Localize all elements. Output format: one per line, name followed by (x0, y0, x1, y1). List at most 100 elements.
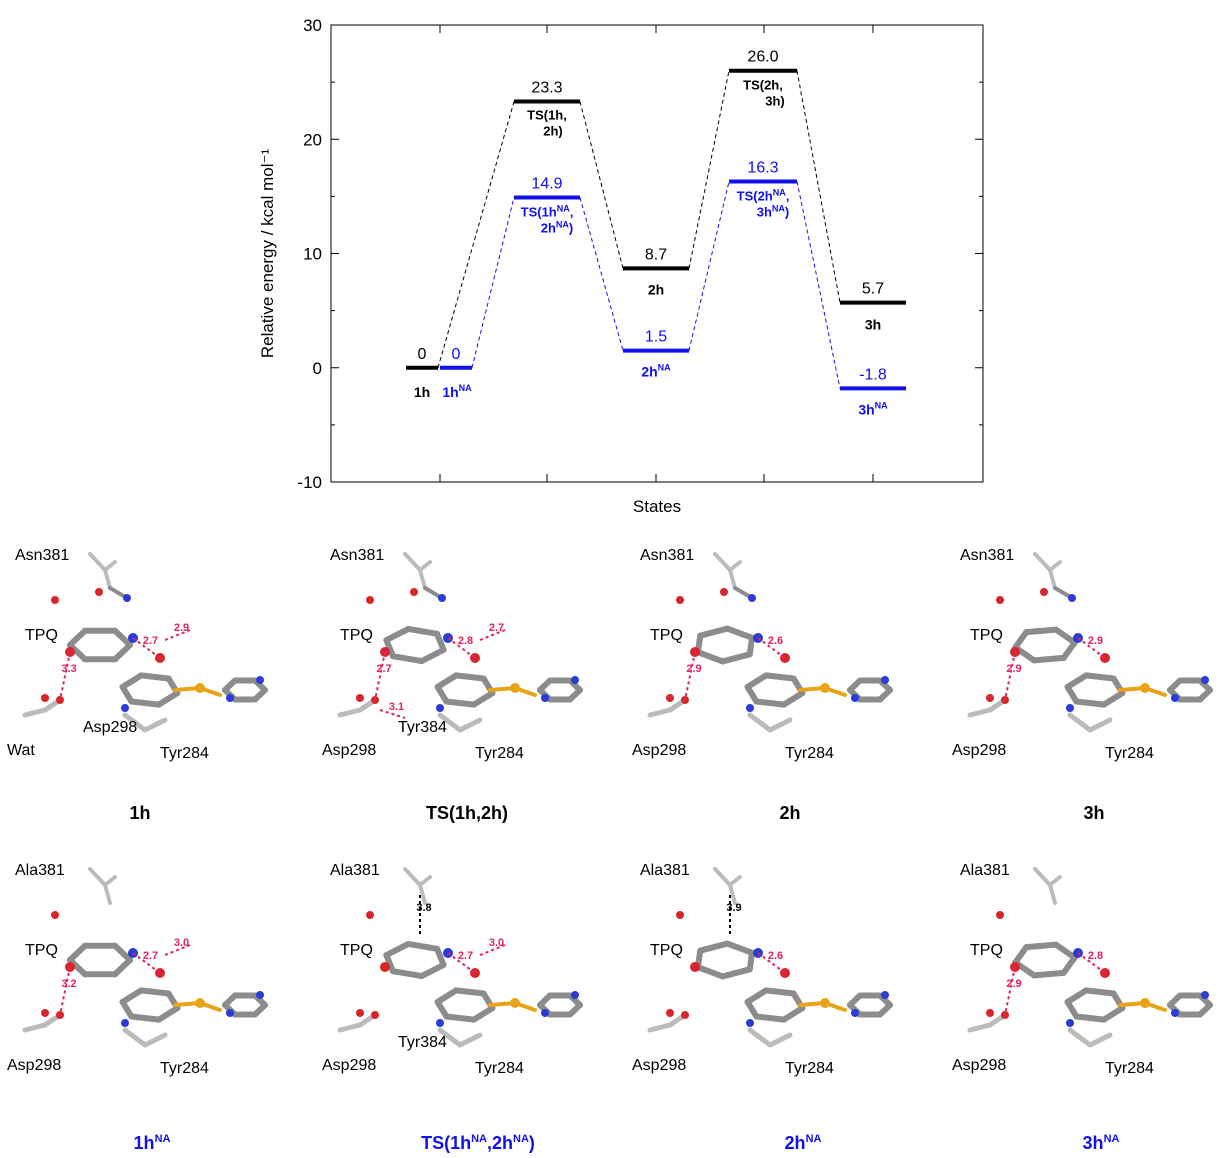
bond (744, 987, 770, 1005)
distance-label: 2.8 (1088, 950, 1103, 962)
atom (820, 998, 830, 1008)
structure-label-3h: 3h (1083, 803, 1105, 823)
bond (457, 717, 483, 733)
hbond (479, 944, 506, 956)
distance-label: 3.8 (416, 902, 431, 914)
residue-label: Asp298 (632, 1057, 686, 1074)
hbond (479, 629, 506, 641)
bond (780, 1005, 806, 1023)
bond (767, 1032, 793, 1048)
structure-panel: Ala381 TPQ Asp298 Tyr284 2.9 2.8 (952, 862, 1213, 1077)
residue-label: Asn381 (960, 547, 1014, 564)
atom (366, 911, 374, 919)
bond (1012, 944, 1030, 966)
bond (128, 698, 162, 708)
connector-na (796, 181, 841, 389)
atom (748, 594, 756, 602)
distance-label: 2.9 (1088, 635, 1103, 647)
atom (681, 1011, 689, 1019)
bond (1030, 654, 1067, 664)
bond (753, 1013, 787, 1023)
residue-label: Tyr384 (398, 1034, 447, 1051)
value-label-wt-5: 5.7 (862, 281, 884, 298)
bond (1067, 1027, 1093, 1048)
bond (122, 712, 148, 733)
atom (510, 998, 520, 1008)
bond (1053, 941, 1078, 961)
hbond (59, 966, 71, 1016)
distance-label: 2.8 (458, 635, 473, 647)
bond (780, 690, 806, 708)
bond (967, 1022, 993, 1033)
bond (457, 1032, 483, 1048)
value-label-na-4: 16.3 (747, 160, 778, 177)
state-name-ts2-na-line2: 3hNA) (757, 204, 790, 220)
bond (103, 560, 117, 572)
bond (1053, 626, 1078, 646)
residue-label: Tyr284 (1105, 1060, 1154, 1077)
residue-label: Tyr384 (398, 719, 447, 736)
atom (1140, 683, 1150, 693)
bond (728, 875, 742, 887)
structure-panel: Asn381 TPQ Asp298 Tyr284 Tyr384 2.7 2.8 2.7 3.1 (322, 547, 583, 762)
atom (881, 991, 889, 999)
bond (337, 707, 363, 718)
bond (694, 649, 726, 665)
atom (438, 594, 446, 602)
atom (1201, 676, 1209, 684)
bond (67, 957, 88, 978)
bond (728, 883, 737, 905)
residue-label: Asp298 (632, 742, 686, 759)
structure-panel: Asn381 TPQ Asp298 Tyr284 2.9 2.9 (952, 547, 1213, 762)
state-name-ts1-line: 2h) (543, 124, 563, 139)
atom (851, 694, 859, 702)
y-tick-label: 10 (303, 245, 322, 264)
atom (541, 694, 549, 702)
residue-label: TPQ (340, 627, 373, 644)
bond (405, 940, 441, 952)
bond (1030, 969, 1067, 979)
state-name-ts2-line: 3h) (765, 94, 785, 109)
atom (996, 911, 1004, 919)
residue-label: Ala381 (640, 862, 690, 879)
atom (436, 1019, 444, 1027)
bond (694, 964, 726, 980)
structure-label-ts1-na: TS(1hNA,2hNA) (421, 1133, 535, 1153)
bond (383, 940, 412, 959)
hbond (164, 629, 191, 641)
bond (724, 625, 756, 641)
value-label-wt-3: 8.7 (645, 246, 667, 263)
atom (720, 588, 728, 596)
bond (1073, 1013, 1107, 1023)
residue-label: Asp298 (952, 742, 1006, 759)
bond (418, 883, 427, 905)
bond (1087, 1032, 1113, 1048)
value-label-na-1: 0 (452, 346, 461, 363)
y-tick-label: 0 (313, 359, 322, 378)
residue-label: Ala381 (960, 862, 1010, 879)
residue-label: TPQ (650, 942, 683, 959)
bond (389, 653, 425, 665)
bond (138, 672, 172, 682)
hbond (374, 651, 386, 701)
bond (747, 712, 773, 733)
structure-panel: Ala381 TPQ Asp298 Tyr284 Tyr384 3.8 2.7 3.0 (322, 862, 583, 1077)
structure-label-1h: 1h (129, 803, 151, 823)
distance-label: 3.0 (174, 937, 189, 949)
distance-label: 3.2 (61, 978, 76, 990)
bond (434, 987, 460, 1005)
bond (647, 707, 673, 718)
atom (366, 596, 374, 604)
bond (1100, 690, 1126, 708)
structure-panel: Ala381 TPQ Asp298 Tyr284 3.2 2.7 3.0 (7, 862, 268, 1077)
atom (676, 911, 684, 919)
state-name-1h: 1h (414, 384, 430, 400)
bond (1083, 672, 1117, 682)
atom (1068, 594, 1076, 602)
residue-label: Ala381 (330, 862, 380, 879)
distance-label: 2.7 (143, 635, 158, 647)
residue-label: Ala381 (15, 862, 65, 879)
atom (1066, 1019, 1074, 1027)
hbond (684, 651, 696, 701)
atom (571, 991, 579, 999)
